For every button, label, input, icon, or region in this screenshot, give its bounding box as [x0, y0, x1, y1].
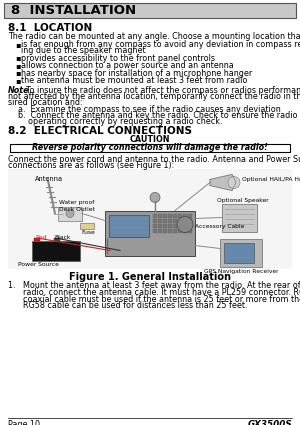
Bar [183, 213, 187, 218]
Bar [34, 238, 40, 241]
Bar [188, 218, 192, 223]
Text: Deck Outlet: Deck Outlet [59, 207, 95, 212]
Text: has nearby space for installation of a microphone hanger: has nearby space for installation of a m… [21, 68, 252, 77]
Bar [153, 213, 157, 218]
Text: RG58 cable can be used for distances less than 25 feet.: RG58 cable can be used for distances les… [8, 301, 247, 310]
Text: Fuse: Fuse [81, 230, 95, 235]
Text: Note: Note [8, 85, 29, 94]
Text: The radio can be mounted at any angle. Choose a mounting location that:: The radio can be mounted at any angle. C… [8, 32, 300, 41]
Text: Antenna: Antenna [35, 176, 63, 181]
Circle shape [228, 176, 240, 189]
Text: not affected by the antenna location, temporarily connect the radio in the de-: not affected by the antenna location, te… [8, 91, 300, 100]
Text: sired location and:: sired location and: [8, 97, 82, 107]
Text: coaxial cable must be used if the antenna is 25 feet or more from the radio.: coaxial cable must be used if the antenn… [8, 295, 300, 303]
Text: Optional Speaker: Optional Speaker [217, 198, 269, 202]
Bar [163, 218, 167, 223]
Bar [178, 213, 182, 218]
Bar [58, 207, 82, 221]
Text: operating correctly by requesting a radio check.: operating correctly by requesting a radi… [18, 116, 223, 125]
Bar [4, 3, 296, 18]
Bar [183, 218, 187, 223]
Circle shape [150, 193, 160, 202]
Bar [188, 224, 192, 227]
Text: Power Source: Power Source [18, 261, 58, 266]
Text: a.  Examine the compass to see if the radio causes any deviation: a. Examine the compass to see if the rad… [18, 105, 281, 113]
Text: the antenna must be mounted at least 3 feet from radio: the antenna must be mounted at least 3 f… [21, 76, 247, 85]
Text: Page 10: Page 10 [8, 420, 40, 425]
Bar [178, 218, 182, 223]
Bar [178, 224, 182, 227]
Bar [222, 204, 257, 232]
Text: : To insure the radio does not affect the compass or radios performance is: : To insure the radio does not affect th… [21, 85, 300, 94]
Bar [224, 243, 254, 263]
Bar [109, 215, 149, 236]
Bar [105, 210, 195, 255]
Circle shape [177, 216, 193, 232]
Text: Red: Red [35, 235, 46, 240]
Bar [168, 218, 172, 223]
Text: Accessory Cable: Accessory Cable [195, 224, 244, 229]
Bar [8, 168, 292, 269]
Text: b.  Connect the antenna and key the radio. Check to ensure the radio is: b. Connect the antenna and key the radio… [18, 110, 300, 119]
Text: 8.1  LOCATION: 8.1 LOCATION [8, 23, 92, 33]
Bar [188, 213, 192, 218]
Bar [158, 224, 162, 227]
Text: 8  INSTALLATION: 8 INSTALLATION [11, 4, 136, 17]
Text: 1.   Mount the antenna at least 3 feet away from the radio. At the rear of the: 1. Mount the antenna at least 3 feet awa… [8, 281, 300, 291]
Polygon shape [210, 175, 236, 190]
Text: GPS Navigation Receiver: GPS Navigation Receiver [204, 269, 278, 274]
Text: allows connection to a power source and an antenna: allows connection to a power source and … [21, 61, 234, 70]
Text: ▪: ▪ [15, 61, 20, 70]
Bar [183, 224, 187, 227]
Bar [173, 218, 177, 223]
Bar [10, 144, 290, 151]
Bar [188, 229, 192, 232]
Bar [178, 229, 182, 232]
Text: Reverse polarity connections will damage the radio!: Reverse polarity connections will damage… [32, 143, 268, 152]
Bar [168, 213, 172, 218]
Text: ▪: ▪ [15, 54, 20, 62]
Bar [153, 229, 157, 232]
Bar [80, 223, 94, 229]
Bar [158, 229, 162, 232]
Bar [173, 224, 177, 227]
Bar [168, 224, 172, 227]
Text: Water proof: Water proof [59, 199, 94, 204]
Text: ▪: ▪ [15, 68, 20, 77]
Text: Black: Black [54, 235, 70, 240]
Bar [158, 213, 162, 218]
Bar [54, 238, 60, 241]
Bar [183, 229, 187, 232]
Text: GX3500S: GX3500S [248, 420, 292, 425]
Text: ▪: ▪ [15, 76, 20, 85]
Bar [158, 218, 162, 223]
Bar [168, 229, 172, 232]
Bar [163, 213, 167, 218]
Text: Connect the power cord and antenna to the radio. Antenna and Power Supply: Connect the power cord and antenna to th… [8, 155, 300, 164]
Text: provides accessibility to the front panel controls: provides accessibility to the front pane… [21, 54, 215, 62]
Bar [220, 238, 262, 266]
Text: ▪: ▪ [15, 40, 20, 49]
Circle shape [66, 210, 74, 218]
Bar [163, 229, 167, 232]
Text: Optional HAIL/PA Horn: Optional HAIL/PA Horn [242, 177, 300, 182]
Text: 8.2  ELECTRICAL CONNECTIONS: 8.2 ELECTRICAL CONNECTIONS [8, 125, 192, 136]
Text: is far enough from any compass to avoid any deviation in compass read-: is far enough from any compass to avoid … [21, 40, 300, 49]
Text: ing due to the speaker magnet: ing due to the speaker magnet [21, 46, 146, 55]
Bar [173, 213, 177, 218]
Bar [153, 218, 157, 223]
Bar [173, 229, 177, 232]
Bar [32, 241, 80, 261]
Text: radio, connect the antenna cable. It must have a PL259 connector. RG-8/U: radio, connect the antenna cable. It mus… [8, 288, 300, 297]
Bar [163, 224, 167, 227]
Text: CAUTION: CAUTION [130, 136, 170, 144]
Bar [153, 224, 157, 227]
Text: Figure 1. General Installation: Figure 1. General Installation [69, 272, 231, 281]
Text: connections are as follows (see Figure 1):: connections are as follows (see Figure 1… [8, 161, 174, 170]
